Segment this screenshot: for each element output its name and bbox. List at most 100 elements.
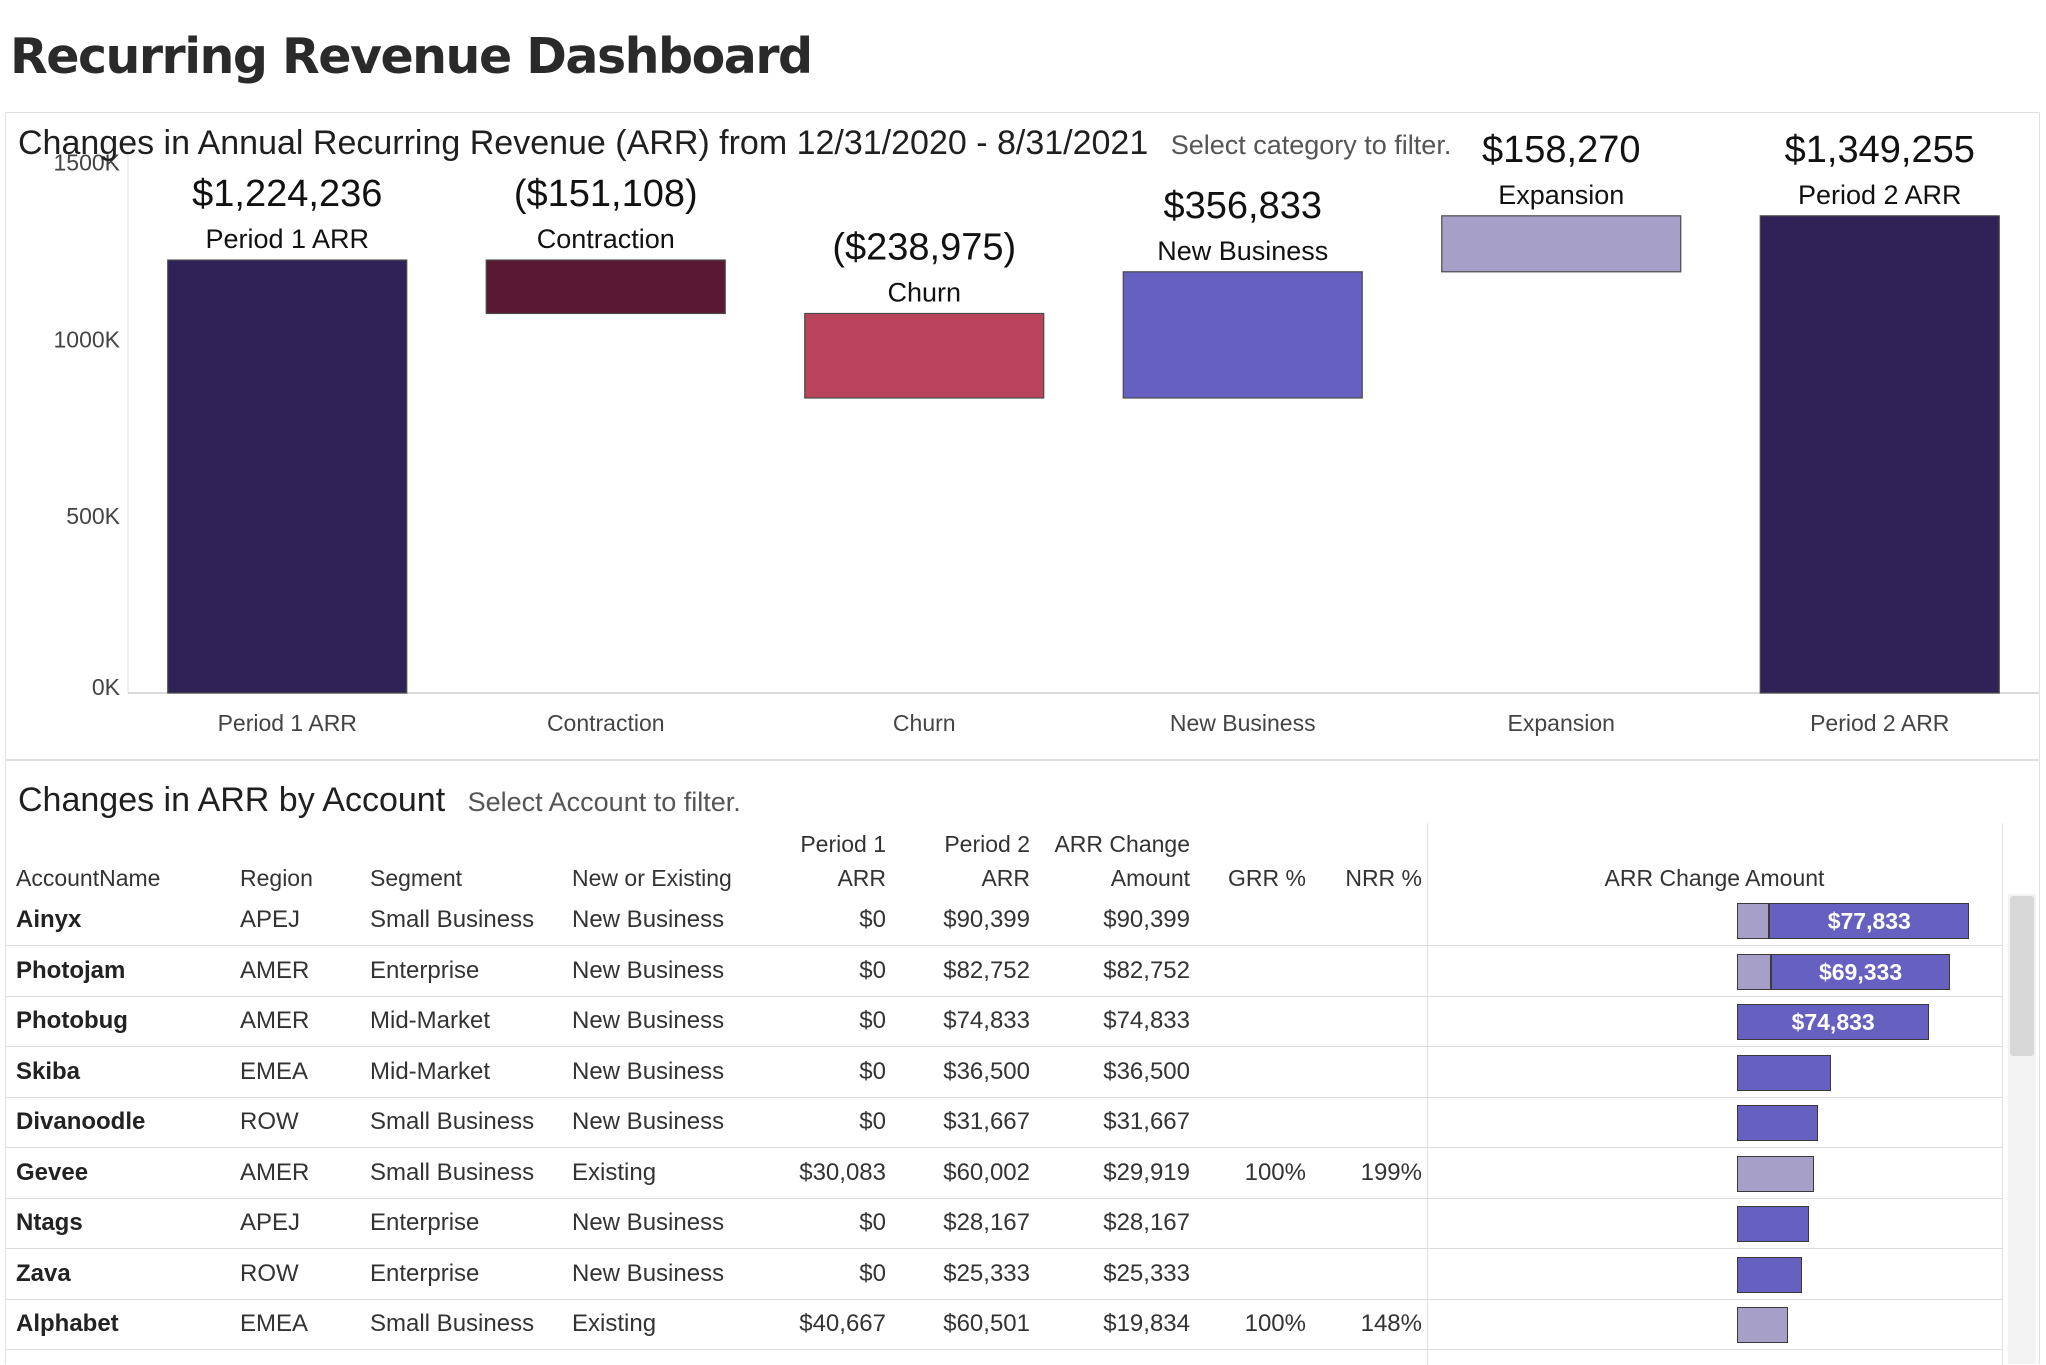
- bar-value-label: ($238,975): [832, 226, 1016, 268]
- cell-period2-arr: $36,500: [943, 1057, 1030, 1085]
- waterfall-bar[interactable]: [1441, 215, 1682, 273]
- bar-segment-new: [1737, 1256, 1803, 1293]
- header-period1-line2[interactable]: ARR: [837, 865, 886, 891]
- accounts-header: Changes in ARR by Account Select Account…: [18, 781, 741, 820]
- arr-change-bar[interactable]: [1737, 1206, 1810, 1242]
- cell-new-or-existing: New Business: [572, 906, 725, 933]
- table-row[interactable]: Divanoodle ROW Small Business New Business $…: [6, 1097, 2002, 1148]
- bar-value-label: $1,349,255: [1785, 129, 1975, 171]
- cell-region: ROW: [240, 1108, 299, 1135]
- cell-arr-change: $82,752: [1103, 956, 1190, 984]
- table-row[interactable]: Ainyx APEJ Small Business New Business $0 $90…: [6, 895, 2002, 946]
- arr-change-bar[interactable]: $77,833: [1737, 903, 1970, 939]
- header-period2-line2[interactable]: ARR: [981, 865, 1030, 891]
- bar-category-label: Period 2 ARR: [1798, 180, 1962, 210]
- cell-grr: [1206, 1047, 1306, 1097]
- table-row[interactable]: Ntags APEJ Enterprise New Business $0 $28,167…: [6, 1198, 2002, 1249]
- waterfall-chart[interactable]: 1500K 1000K 500K 0K Period 1 ARR $1,224,236 Pe…: [6, 113, 2039, 759]
- x-tick-label: Period 2 ARR: [1810, 710, 1949, 736]
- table-row[interactable]: Alphabet EMEA Small Business Existing $40,66…: [6, 1299, 2002, 1350]
- cell-region: AMER: [240, 956, 310, 984]
- header-arr-change-bar[interactable]: ARR Change Amount: [1604, 865, 1825, 891]
- header-grr[interactable]: GRR %: [1228, 865, 1306, 891]
- cell-account-name: Ntags: [16, 1209, 83, 1236]
- waterfall-bar[interactable]: [1122, 271, 1363, 399]
- table-row[interactable]: Skiba EMEA Mid-Market New Business $0 $36,500…: [6, 1047, 2002, 1098]
- cell-account-name: Photobug: [16, 1007, 128, 1034]
- waterfall-bar[interactable]: [485, 259, 726, 315]
- cell-period1-arr: $0: [859, 956, 886, 984]
- cell-new-or-existing: Existing: [572, 1310, 657, 1337]
- table-scrollbar-thumb[interactable]: [2010, 896, 2034, 1056]
- cell-account-name: Gevee: [16, 1158, 89, 1186]
- cell-arr-change: $25,333: [1103, 1259, 1190, 1287]
- arr-change-bar[interactable]: $69,333: [1737, 953, 1950, 990]
- cell-account-name: Ainyx: [16, 906, 82, 933]
- header-period2-line1[interactable]: Period 2: [944, 831, 1030, 857]
- waterfall-header: Changes in Annual Recurring Revenue (ARR…: [18, 124, 1451, 163]
- cell-segment: Mid-Market: [370, 1007, 491, 1034]
- bar-segment-existing: [1737, 903, 1770, 939]
- header-region[interactable]: Region: [240, 865, 313, 891]
- dashboard-title: Recurring Revenue Dashboard: [10, 28, 813, 85]
- header-period1-line1[interactable]: Period 1: [800, 831, 886, 857]
- cell-arr-change: $90,399: [1103, 906, 1190, 933]
- table-row[interactable]: Gevee AMER Small Business Existing $30,083 $6…: [6, 1148, 2002, 1199]
- table-row[interactable]: Photojam AMER Enterprise New Business $0 $82,…: [6, 946, 2002, 997]
- header-arr-change-line1[interactable]: ARR Change: [1054, 831, 1190, 857]
- cell-segment: Enterprise: [370, 1259, 480, 1287]
- cell-grr: [1206, 1198, 1306, 1248]
- table-row[interactable]: Zava ROW Enterprise New Business $0 $25,333 $2…: [6, 1249, 2002, 1300]
- bar-value-label: $1,224,236: [192, 173, 382, 215]
- cell-new-or-existing: New Business: [572, 1057, 725, 1085]
- cell-period1-arr: $30,083: [799, 1158, 886, 1186]
- cell-period1-arr: $0: [859, 1108, 886, 1135]
- cell-new-or-existing: Existing: [572, 1158, 657, 1186]
- cell-arr-change: $29,919: [1103, 1158, 1190, 1186]
- cell-segment: Enterprise: [370, 1209, 480, 1236]
- cell-nrr: 148%: [1360, 1310, 1422, 1337]
- x-tick-label: Churn: [893, 710, 956, 736]
- arr-change-bar[interactable]: [1737, 1256, 1803, 1293]
- bar-value-label: $356,833: [1164, 185, 1323, 227]
- header-segment[interactable]: Segment: [370, 865, 463, 891]
- accounts-title: Changes in ARR by Account: [18, 781, 446, 819]
- cell-nrr: [1322, 996, 1422, 1046]
- bar-category-label: Period 1 ARR: [205, 224, 369, 254]
- bar-value-label: $69,333: [1818, 958, 1903, 985]
- waterfall-bar[interactable]: [804, 312, 1045, 399]
- header-nrr[interactable]: NRR %: [1345, 865, 1422, 891]
- arr-change-bar[interactable]: [1737, 1054, 1831, 1091]
- cell-segment: Mid-Market: [370, 1057, 491, 1085]
- arr-change-bar[interactable]: $74,833: [1737, 1004, 1930, 1040]
- cell-account-name: Alphabet: [16, 1310, 119, 1337]
- cell-period1-arr: $0: [859, 906, 886, 933]
- header-arr-change-line2[interactable]: Amount: [1110, 865, 1190, 891]
- cell-period1-arr: $0: [859, 1007, 886, 1034]
- arr-change-bar[interactable]: [1737, 1155, 1814, 1192]
- bar-category-label: Churn: [887, 277, 961, 307]
- header-account-name[interactable]: AccountName: [16, 865, 161, 891]
- bar-category-label: New Business: [1157, 236, 1328, 266]
- x-tick-label: Contraction: [547, 710, 665, 736]
- header-new-or-existing[interactable]: New or Existing: [572, 865, 732, 891]
- cell-arr-change: $36,500: [1103, 1057, 1190, 1085]
- cell-grr: [1206, 895, 1306, 945]
- waterfall-bar[interactable]: [1759, 215, 2000, 694]
- cell-account-name: Photojam: [16, 956, 126, 984]
- cell-grr: 100%: [1244, 1158, 1306, 1186]
- y-tick-label: 500K: [66, 503, 120, 529]
- cell-arr-change: $74,833: [1103, 1007, 1190, 1034]
- cell-nrr: 199%: [1360, 1158, 1422, 1186]
- cell-new-or-existing: New Business: [572, 1007, 725, 1034]
- table-row[interactable]: Photobug AMER Mid-Market New Business $0 $74,…: [6, 996, 2002, 1047]
- arr-change-bar[interactable]: [1737, 1307, 1788, 1343]
- cell-region: AMER: [240, 1158, 310, 1186]
- arr-change-bar[interactable]: [1737, 1105, 1819, 1141]
- waterfall-bar[interactable]: [167, 259, 408, 694]
- cell-nrr: [1322, 1249, 1422, 1299]
- cell-period1-arr: $0: [859, 1057, 886, 1085]
- waterfall-title: Changes in Annual Recurring Revenue (ARR…: [18, 124, 1149, 162]
- bar-segment-existing: [1737, 1155, 1814, 1192]
- bar-segment-new: [1737, 1054, 1831, 1091]
